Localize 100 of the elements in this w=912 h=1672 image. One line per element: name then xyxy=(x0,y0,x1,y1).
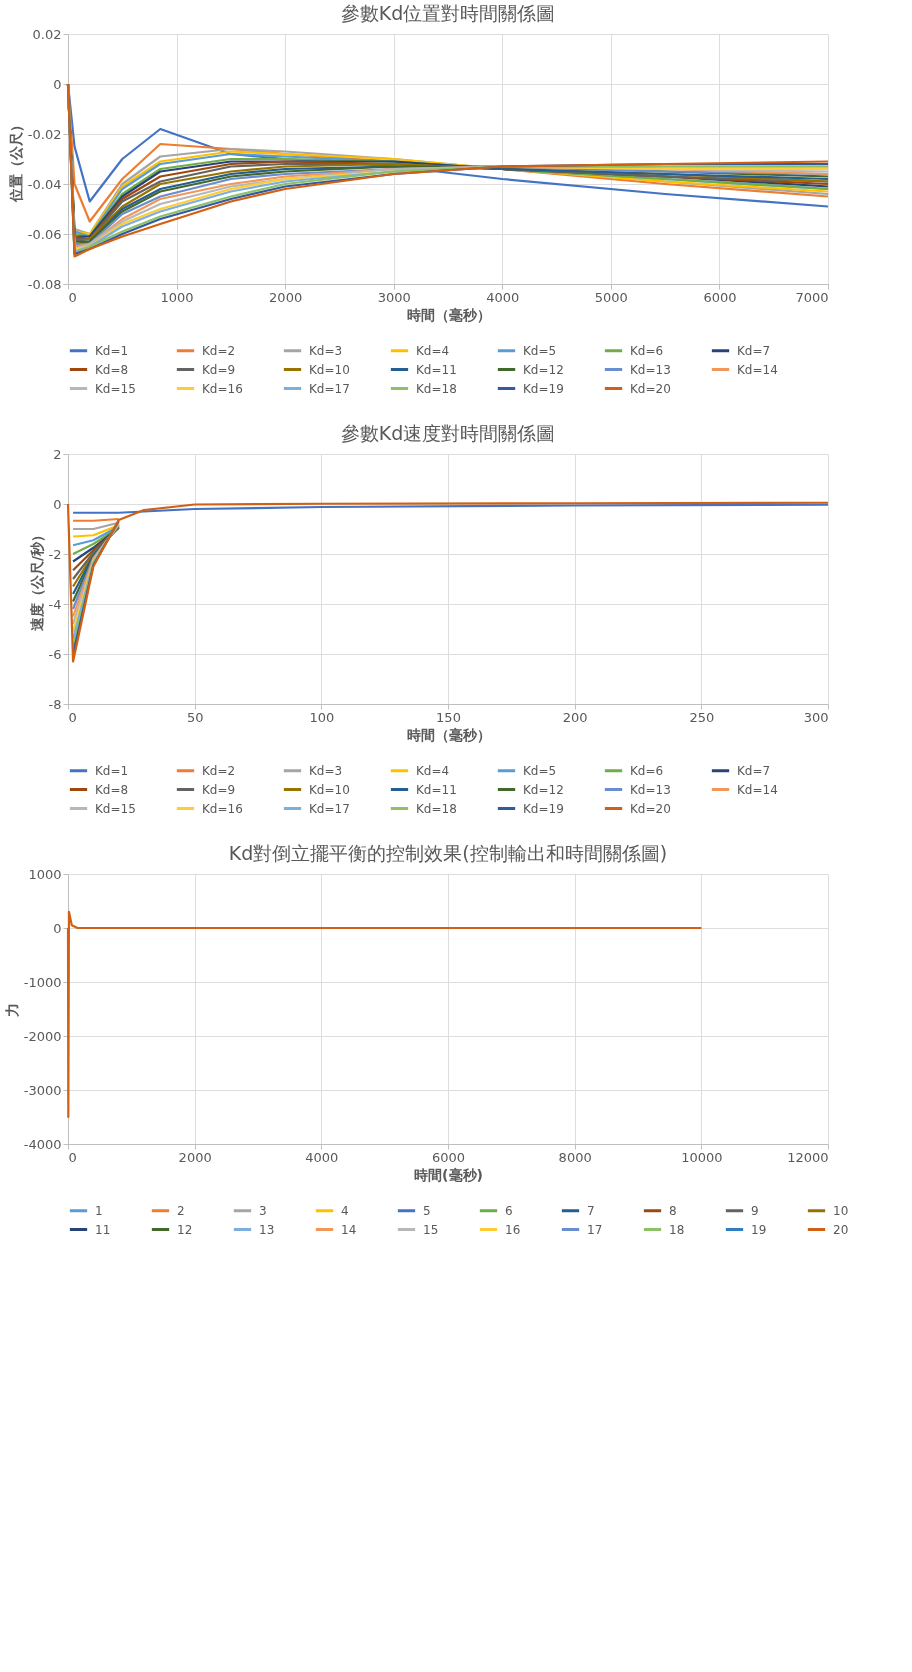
y-tick-label: -2000 xyxy=(23,1028,62,1044)
legend-label: 15 xyxy=(423,1222,439,1237)
y-tick-label: 0 xyxy=(53,496,62,512)
x-tick-label: 0 xyxy=(68,709,77,725)
y-tick-label: -2 xyxy=(48,546,62,562)
y-tick-label: 0.02 xyxy=(32,26,62,42)
legend-label: Kd=13 xyxy=(630,362,671,377)
y-tick-label: -0.06 xyxy=(27,226,62,242)
y-tick-label: 1000 xyxy=(28,866,62,882)
legend-label: 17 xyxy=(587,1222,603,1237)
legend-label: Kd=15 xyxy=(95,381,136,396)
y-tick-label: -8 xyxy=(48,696,62,712)
legend-label: Kd=4 xyxy=(416,763,450,778)
x-tick-label: 1000 xyxy=(160,289,194,305)
x-tick-label: 300 xyxy=(803,709,829,725)
legend-label: Kd=12 xyxy=(523,362,564,377)
legend-label: Kd=5 xyxy=(523,763,557,778)
x-tick-label: 2000 xyxy=(269,289,303,305)
legend-label: 9 xyxy=(751,1203,759,1218)
legend-label: 4 xyxy=(341,1203,349,1218)
legend-label: Kd=18 xyxy=(416,801,457,816)
legend-label: Kd=7 xyxy=(737,343,771,358)
x-tick-label: 6000 xyxy=(431,1149,466,1165)
legend-label: 11 xyxy=(95,1222,111,1237)
x-tick-label: 50 xyxy=(186,709,204,725)
legend-label: 10 xyxy=(833,1203,849,1218)
chart-title: 參數Kd位置對時間關係圖 xyxy=(340,2,556,24)
x-axis-title: 時間（毫秒） xyxy=(406,726,491,743)
x-tick-label: 6000 xyxy=(703,289,737,305)
y-tick-label: -3000 xyxy=(23,1082,62,1098)
x-tick-label: 100 xyxy=(309,709,335,725)
legend-label: 16 xyxy=(505,1222,521,1237)
y-tick-label: -4 xyxy=(48,596,62,612)
legend-label: Kd=8 xyxy=(95,362,129,377)
y-tick-label: -0.02 xyxy=(27,126,62,142)
x-tick-label: 200 xyxy=(562,709,588,725)
legend-label: Kd=8 xyxy=(95,782,129,797)
y-axis-title: 力 xyxy=(3,1002,20,1018)
legend-label: Kd=3 xyxy=(309,343,343,358)
x-tick-label: 8000 xyxy=(558,1149,592,1165)
legend-label: Kd=1 xyxy=(95,763,129,778)
x-tick-label: 4000 xyxy=(486,289,520,305)
legend-label: Kd=16 xyxy=(202,381,243,396)
legend-label: Kd=18 xyxy=(416,381,457,396)
legend-label: 12 xyxy=(177,1222,193,1237)
legend-label: 7 xyxy=(587,1203,595,1218)
legend-label: Kd=20 xyxy=(630,381,671,396)
legend-label: Kd=17 xyxy=(309,381,350,396)
y-tick-label: -0.04 xyxy=(27,176,62,192)
legend-label: Kd=15 xyxy=(95,801,136,816)
legend-label: Kd=12 xyxy=(523,782,564,797)
y-tick-label: 0 xyxy=(53,920,62,936)
x-tick-label: 7000 xyxy=(795,289,829,305)
legend-label: Kd=11 xyxy=(416,782,457,797)
y-tick-label: -1000 xyxy=(23,974,62,990)
legend-label: 20 xyxy=(833,1222,849,1237)
legend-label: Kd=6 xyxy=(630,763,664,778)
x-tick-label: 250 xyxy=(689,709,715,725)
legend-label: 1 xyxy=(95,1203,103,1218)
x-tick-label: 4000 xyxy=(305,1149,339,1165)
legend-label: Kd=14 xyxy=(737,362,778,377)
legend-label: Kd=13 xyxy=(630,782,671,797)
legend-label: 3 xyxy=(259,1203,267,1218)
legend-label: 19 xyxy=(751,1222,767,1237)
y-tick-label: -4000 xyxy=(23,1136,62,1152)
legend-label: Kd=11 xyxy=(416,362,457,377)
legend-label: Kd=1 xyxy=(95,343,129,358)
legend-label: Kd=17 xyxy=(309,801,350,816)
legend-label: Kd=20 xyxy=(630,801,671,816)
y-tick-label: 2 xyxy=(53,446,62,462)
legend-label: Kd=2 xyxy=(202,343,236,358)
legend-label: Kd=19 xyxy=(523,381,564,396)
legend-label: Kd=19 xyxy=(523,801,564,816)
x-tick-label: 5000 xyxy=(594,289,628,305)
x-axis-title: 時間(毫秒) xyxy=(414,1166,483,1183)
y-axis-title: 速度（公尺/秒） xyxy=(28,527,45,633)
legend-label: 18 xyxy=(669,1222,685,1237)
x-axis-title: 時間（毫秒） xyxy=(406,306,491,323)
legend-label: Kd=14 xyxy=(737,782,778,797)
legend-label: 14 xyxy=(341,1222,357,1237)
y-axis-title: 位置（公尺） xyxy=(7,117,24,203)
legend-label: Kd=4 xyxy=(416,343,450,358)
y-tick-label: -6 xyxy=(48,646,62,662)
x-tick-label: 12000 xyxy=(787,1149,829,1165)
y-tick-label: 0 xyxy=(53,76,62,92)
x-tick-label: 0 xyxy=(68,289,77,305)
legend-label: 8 xyxy=(669,1203,677,1218)
legend-label: 13 xyxy=(259,1222,275,1237)
legend-label: Kd=10 xyxy=(309,362,350,377)
x-tick-label: 10000 xyxy=(681,1149,723,1165)
chart-title: Kd對倒立擺平衡的控制效果(控制輸出和時間關係圖) xyxy=(228,842,668,864)
y-tick-label: -0.08 xyxy=(27,276,62,292)
legend-label: Kd=2 xyxy=(202,763,236,778)
x-tick-label: 150 xyxy=(436,709,461,725)
legend-label: 5 xyxy=(423,1203,431,1218)
legend-label: Kd=9 xyxy=(202,782,236,797)
legend-label: Kd=5 xyxy=(523,343,557,358)
legend-label: Kd=6 xyxy=(630,343,664,358)
legend-label: 6 xyxy=(505,1203,513,1218)
legend-label: Kd=16 xyxy=(202,801,243,816)
